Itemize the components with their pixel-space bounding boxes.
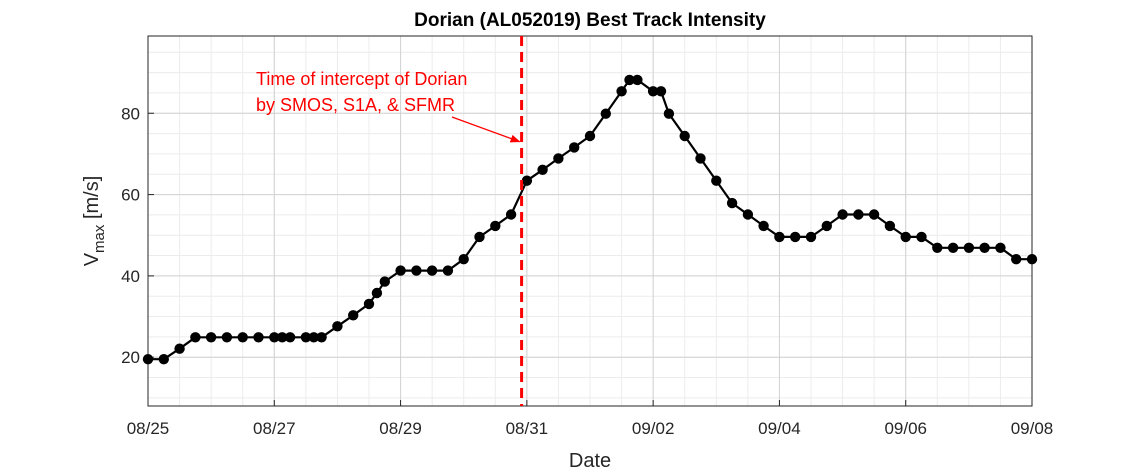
annotation-layer: Time of intercept of Dorian by SMOS, S1A,… [256, 36, 524, 406]
x-tick-label: 08/31 [506, 419, 549, 438]
data-point [363, 298, 375, 310]
data-point [963, 242, 975, 253]
data-point [474, 231, 485, 243]
data-point [348, 310, 359, 321]
data-point [711, 175, 722, 186]
data-point [805, 231, 817, 243]
data-point [884, 220, 896, 232]
data-point [1026, 254, 1038, 265]
data-point [505, 209, 517, 220]
data-point [395, 265, 406, 276]
data-point [995, 242, 1006, 253]
data-point [316, 332, 327, 343]
x-tick-label: 08/25 [127, 419, 170, 438]
data-point [758, 220, 769, 232]
data-point [442, 265, 454, 276]
data-point [916, 231, 927, 243]
data-point [774, 231, 785, 243]
data-point [458, 254, 469, 265]
data-point [947, 242, 959, 253]
x-tick-label: 08/29 [379, 419, 422, 438]
data-point [190, 332, 201, 343]
data-point [490, 220, 501, 232]
data-point [679, 130, 690, 142]
y-axis-label-subscript: max [91, 224, 108, 253]
data-point [663, 108, 675, 119]
x-axis-ticks: 08/25 08/27 08/29 08/31 09/02 09/04 09/06 09/08 [127, 400, 1054, 438]
data-point [142, 354, 154, 365]
y-axis-ticks: 20 40 60 80 [121, 104, 154, 367]
data-point [742, 209, 754, 220]
x-tick-label: 08/27 [253, 419, 296, 438]
y-axis-label: Vmax [m/s] [81, 176, 108, 267]
data-point [900, 231, 911, 243]
annotation-text-line: Time of intercept of Dorian [256, 69, 467, 89]
x-tick-label: 09/08 [1011, 419, 1054, 438]
data-point [553, 153, 564, 164]
data-point [537, 164, 548, 175]
data-point [979, 242, 990, 253]
data-point [237, 332, 248, 343]
y-tick-label: 60 [121, 186, 140, 205]
x-tick-label: 09/02 [632, 419, 675, 438]
data-point [726, 197, 738, 209]
data-point [868, 209, 880, 220]
x-tick-label: 09/06 [884, 419, 927, 438]
data-point [411, 265, 422, 276]
data-point [379, 276, 390, 287]
data-point [277, 332, 288, 343]
data-point [284, 332, 296, 343]
chart-title: Dorian (AL052019) Best Track Intensity [414, 10, 766, 31]
data-point [932, 242, 943, 253]
data-point [790, 231, 801, 243]
data-point [205, 332, 217, 343]
data-point [624, 74, 635, 86]
annotation-text-line: by SMOS, S1A, & SFMR [256, 95, 455, 115]
data-point [308, 332, 319, 343]
plot-frame [147, 35, 1033, 407]
y-tick-label: 40 [121, 267, 140, 286]
data-point [221, 332, 233, 343]
data-point [853, 209, 864, 220]
data-point [584, 130, 596, 142]
data-point [300, 332, 312, 343]
data-point [332, 321, 343, 332]
y-tick-label: 80 [121, 104, 140, 123]
data-point [821, 220, 832, 232]
x-tick-label: 09/04 [758, 419, 801, 438]
series-layer [142, 74, 1038, 365]
data-point [655, 86, 667, 97]
annotation-arrow [451, 116, 521, 143]
major-grid [147, 36, 1033, 406]
data-point [426, 265, 438, 276]
y-tick-label: 20 [121, 348, 140, 367]
data-point [569, 142, 580, 153]
data-point [837, 209, 848, 220]
data-point [158, 354, 169, 365]
data-point [253, 332, 264, 343]
data-point [174, 343, 185, 354]
y-axis-label-main: V [81, 252, 103, 266]
data-point [269, 332, 280, 343]
y-axis-label-unit: [m/s] [81, 176, 103, 225]
data-point [695, 153, 706, 164]
data-point [632, 74, 643, 86]
data-point [1011, 254, 1022, 265]
data-point [616, 86, 627, 97]
data-point [521, 175, 533, 186]
x-axis-label: Date [569, 450, 611, 472]
data-point [371, 287, 383, 299]
data-point [647, 86, 659, 97]
data-point [600, 108, 611, 119]
